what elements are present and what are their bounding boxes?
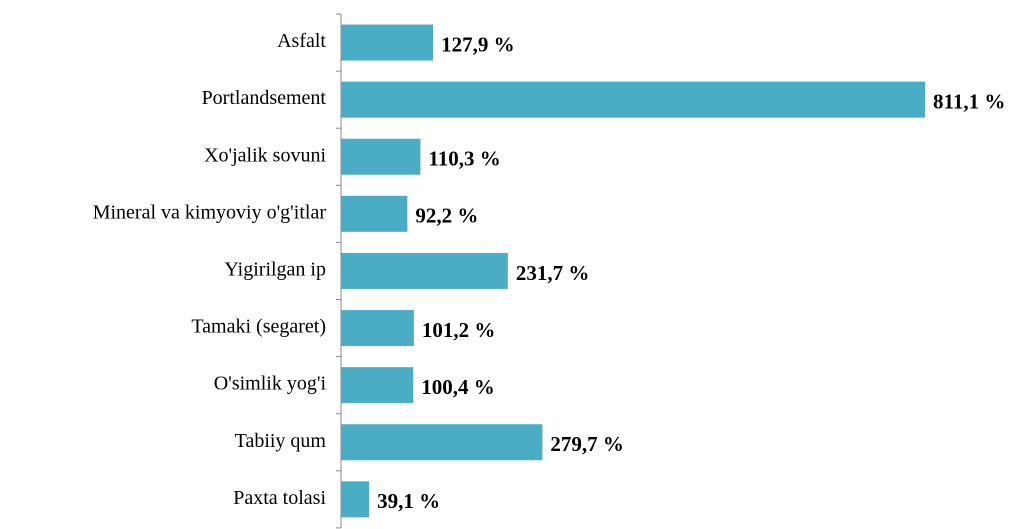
bar	[341, 252, 508, 289]
value-label: 101,2 %	[422, 318, 496, 342]
bar	[341, 81, 925, 118]
category-label: Tamaki (segaret)	[191, 316, 326, 338]
bar	[341, 138, 421, 175]
bar	[341, 367, 414, 404]
category-label: Tabiiy qum	[235, 430, 327, 452]
bar	[341, 481, 370, 518]
value-label: 100,4 %	[421, 375, 495, 399]
bar	[341, 195, 408, 232]
category-label: Paxta tolasi	[233, 487, 326, 509]
category-label: Xo'jalik sovuni	[204, 144, 326, 166]
category-label: Yigirilgan ip	[224, 259, 326, 281]
value-label: 231,7 %	[516, 261, 590, 285]
bar	[341, 424, 543, 461]
category-label: Mineral va kimyoviy o'g'itlar	[93, 201, 327, 223]
category-label: Portlandsement	[202, 87, 327, 109]
bar	[341, 24, 434, 61]
category-label: O'simlik yog'i	[214, 373, 327, 395]
value-label: 127,9 %	[441, 32, 514, 56]
value-label: 811,1 %	[933, 89, 1005, 113]
value-label: 279,7 %	[550, 432, 624, 456]
category-label: Asfalt	[277, 30, 326, 52]
value-label: 39,1 %	[377, 489, 440, 513]
value-label: 92,2 %	[415, 204, 478, 228]
bar	[341, 310, 414, 347]
value-label: 110,3 %	[428, 147, 500, 171]
